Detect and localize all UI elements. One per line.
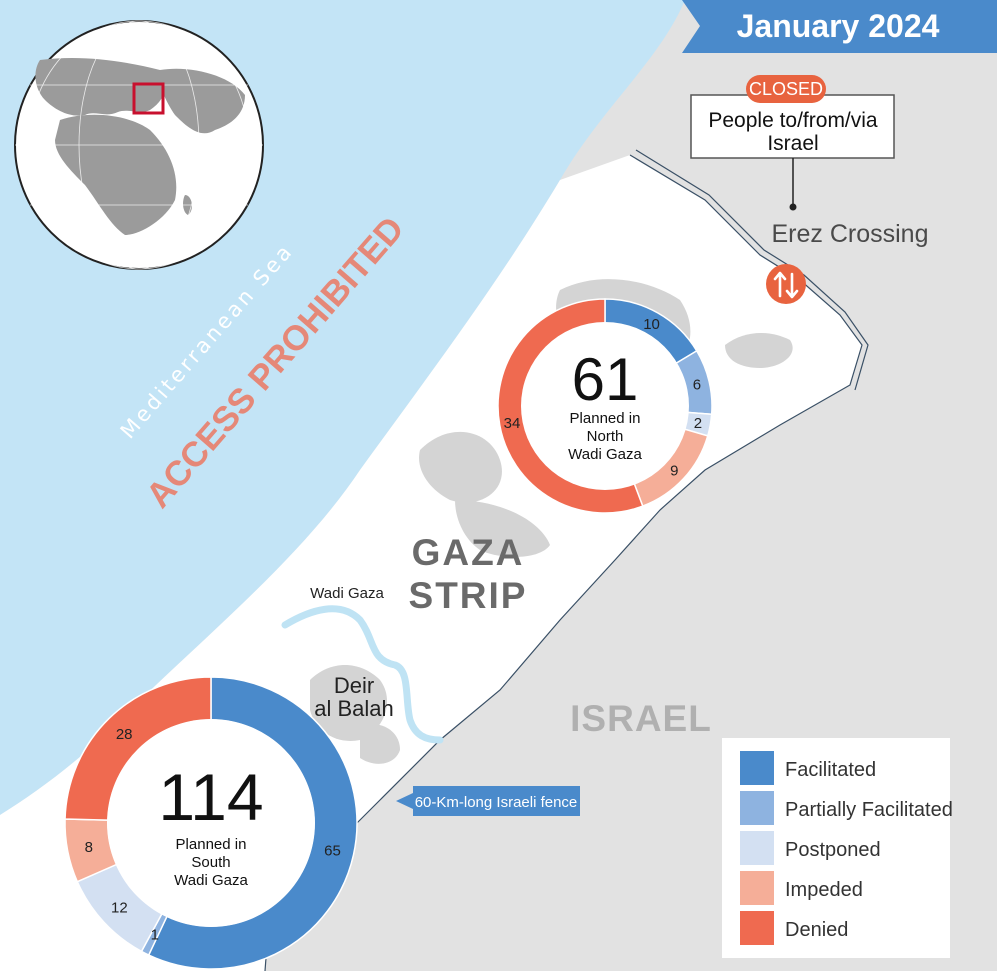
legend-swatch: [740, 751, 774, 785]
israel-label: ISRAEL: [570, 698, 712, 739]
north-donut-chart: 61 Planned in North Wadi Gaza 10 6 2 9 34: [497, 298, 713, 514]
location-marker: [132, 82, 165, 115]
crossing-callout: CLOSED People to/from/via Israel Erez Cr…: [690, 75, 929, 304]
closed-status: CLOSED: [749, 79, 823, 99]
deir-label-line1: Deir: [334, 673, 374, 698]
two-way-arrows-icon: [766, 264, 806, 304]
south-center-line2: South: [191, 854, 230, 871]
crossing-description-line2: Israel: [767, 132, 818, 155]
south-value-label: 1: [151, 926, 159, 943]
legend-label: Postponed: [785, 839, 881, 861]
north-center-line2: North: [587, 428, 624, 445]
south-donut-chart: 114 Planned in South Wadi Gaza 65 1 12 8 28: [64, 676, 358, 970]
south-value-label: 65: [324, 842, 341, 859]
south-value-label: 8: [85, 839, 93, 856]
gaza-label: GAZA: [412, 532, 525, 573]
south-center-line1: Planned in: [176, 836, 247, 853]
deir-label-line2: al Balah: [314, 696, 394, 721]
north-total: 61: [572, 346, 639, 413]
closed-badge: [746, 75, 826, 103]
fence-line: [635, 149, 869, 391]
legend-swatch: [740, 791, 774, 825]
legend-label: Impeded: [785, 879, 863, 901]
wadi-gaza-river: [281, 605, 444, 744]
south-total: 114: [158, 760, 263, 834]
legend-swatch: [740, 831, 774, 865]
south-value-label: 28: [116, 726, 133, 743]
north-value-label: 34: [504, 415, 521, 432]
legend-swatch: [740, 871, 774, 905]
legend-label: Denied: [785, 919, 848, 941]
north-value-label: 10: [643, 316, 660, 333]
north-center-line1: Planned in: [570, 410, 641, 427]
fence-label-box: [413, 786, 580, 816]
legend: Facilitated Partially Facilitated Postpone…: [722, 738, 953, 958]
wadi-gaza-label: Wadi Gaza: [310, 585, 384, 602]
legend-label: Facilitated: [785, 759, 876, 781]
crossing-box: [690, 94, 895, 159]
north-value-label: 6: [693, 377, 701, 394]
locator-globe: [14, 20, 264, 270]
south-center-line3: Wadi Gaza: [174, 872, 248, 889]
erez-crossing-label: Erez Crossing: [772, 220, 929, 248]
north-value-label: 9: [670, 462, 678, 479]
strip-label: STRIP: [409, 575, 528, 616]
date-banner: [682, 0, 997, 53]
crossing-description-line1: People to/from/via: [708, 109, 878, 132]
legend-label: Partially Facilitated: [785, 799, 953, 821]
south-value-label: 12: [111, 900, 128, 917]
date-label: January 2024: [737, 8, 940, 44]
legend-swatch: [740, 911, 774, 945]
fence-label: 60-Km-long Israeli fence: [415, 794, 578, 811]
north-center-line3: Wadi Gaza: [568, 446, 642, 463]
north-value-label: 2: [694, 415, 702, 432]
